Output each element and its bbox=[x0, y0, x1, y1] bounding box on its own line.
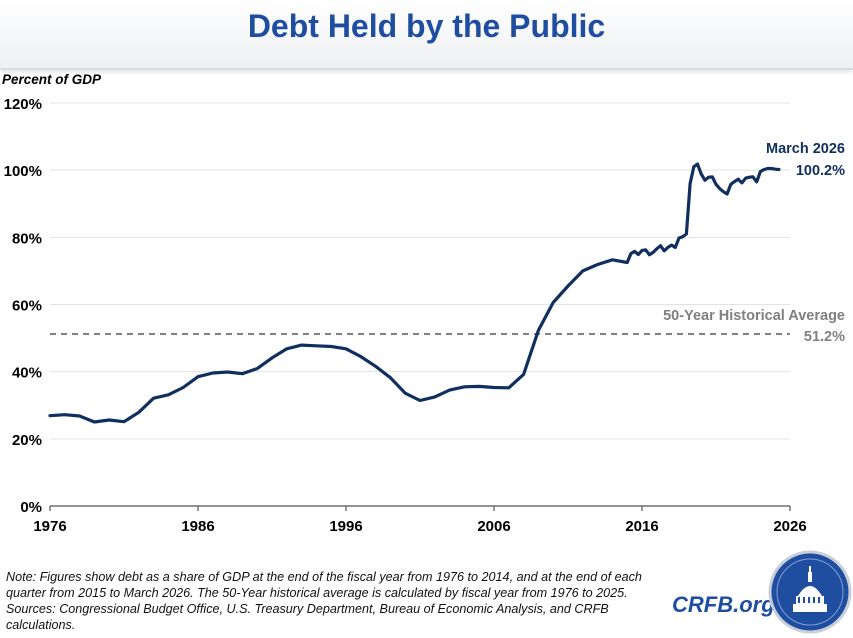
gridlines bbox=[50, 102, 790, 440]
x-tick-label: 1976 bbox=[33, 518, 66, 535]
x-tick-label: 2026 bbox=[773, 518, 806, 535]
y-tick-label: 100% bbox=[4, 163, 42, 180]
x-tick-label: 1996 bbox=[329, 518, 362, 535]
line-chart: Percent of GDP 0% 20% 40% 60% 80% 100% 120% 197… bbox=[2, 72, 845, 535]
footnote-note: Note: Figures show debt as a share of GD… bbox=[6, 570, 642, 600]
footnote-sources: Sources: Congressional Budget Office, U.… bbox=[6, 602, 609, 632]
chart-title: Debt Held by the Public bbox=[247, 8, 606, 44]
x-tick-label: 2006 bbox=[477, 518, 510, 535]
x-tick-label: 2016 bbox=[625, 518, 658, 535]
y-tick-label: 60% bbox=[12, 298, 42, 315]
y-tick-label: 120% bbox=[4, 96, 42, 113]
end-annotation-value: 100.2% bbox=[796, 163, 845, 179]
brand-link[interactable]: CRFB.org bbox=[672, 592, 775, 617]
historical-average: 50-Year Historical Average 51.2% bbox=[50, 308, 845, 345]
y-tick-label: 0% bbox=[20, 499, 42, 516]
y-tick-label: 20% bbox=[12, 432, 42, 449]
annotations: March 2026 100.2% bbox=[766, 141, 845, 179]
average-value-label: 51.2% bbox=[804, 329, 845, 345]
end-annotation-label: March 2026 bbox=[766, 141, 845, 157]
header-bar: Debt Held by the Public bbox=[0, 0, 853, 70]
x-tick-label: 1986 bbox=[181, 518, 214, 535]
debt-series-line bbox=[48, 162, 781, 424]
y-tick-label: 40% bbox=[12, 365, 42, 382]
y-axis: Percent of GDP 0% 20% 40% 60% 80% 100% 120% bbox=[2, 72, 102, 516]
capitol-seal-icon bbox=[768, 550, 852, 634]
y-axis-label: Percent of GDP bbox=[2, 72, 102, 87]
series-group bbox=[48, 162, 781, 424]
average-label: 50-Year Historical Average bbox=[663, 308, 845, 324]
x-axis: 1976 1986 1996 2006 2016 2026 bbox=[33, 505, 807, 535]
footnote: Note: Figures show debt as a share of GD… bbox=[6, 569, 656, 633]
y-tick-label: 80% bbox=[12, 230, 42, 247]
